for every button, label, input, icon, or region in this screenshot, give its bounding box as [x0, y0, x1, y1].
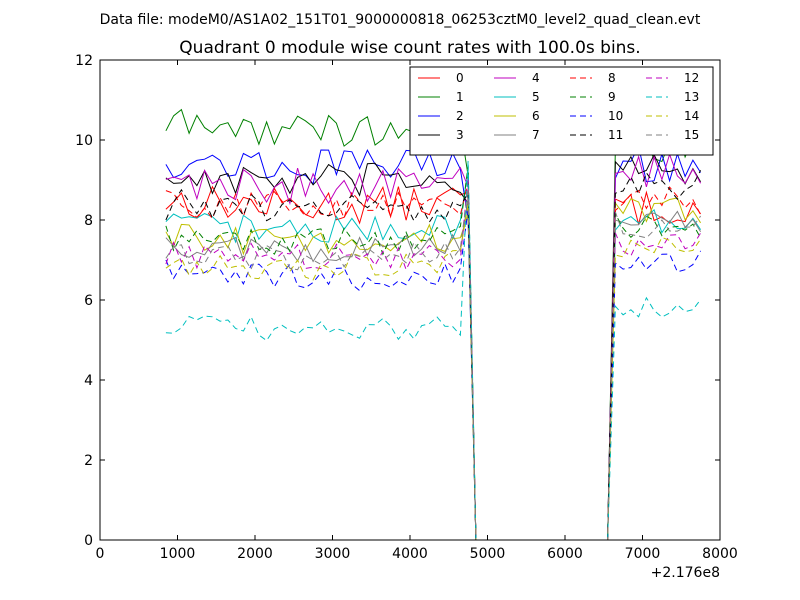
series-line-8	[165, 181, 702, 540]
legend-label-14: 14	[684, 109, 699, 123]
x-tick-label: 8000	[702, 546, 738, 562]
series-line-3	[165, 153, 702, 540]
y-tick-label: 2	[84, 453, 93, 469]
legend-label-13: 13	[684, 90, 699, 104]
x-tick-label: 0	[96, 546, 105, 562]
series-line-10	[165, 209, 702, 540]
figure-suptitle: Data file: modeM0/AS1A02_151T01_90000008…	[100, 12, 701, 28]
y-tick-label: 6	[84, 293, 93, 309]
x-tick-label: 3000	[315, 546, 351, 562]
x-tick-label: 6000	[547, 546, 583, 562]
series-line-13	[165, 160, 701, 540]
legend-label-5: 5	[532, 90, 540, 104]
legend-label-8: 8	[608, 71, 616, 85]
legend-label-15: 15	[684, 128, 699, 142]
legend-label-3: 3	[456, 128, 464, 142]
y-tick-label: 12	[75, 53, 93, 69]
legend-label-7: 7	[532, 128, 540, 142]
chart-title: Quadrant 0 module wise count rates with …	[179, 38, 640, 58]
series-line-11	[165, 170, 702, 540]
y-tick-label: 10	[75, 133, 93, 149]
legend-label-11: 11	[608, 128, 623, 142]
y-tick-label: 8	[84, 213, 93, 229]
legend-box	[409, 66, 714, 156]
x-offset-label: +2.176e8	[651, 565, 720, 581]
y-tick-label: 0	[84, 533, 93, 549]
legend-label-10: 10	[608, 109, 623, 123]
series-line-12	[165, 176, 702, 540]
x-tick-label: 5000	[470, 546, 506, 562]
legend-label-9: 9	[608, 90, 616, 104]
legend-label-2: 2	[456, 109, 464, 123]
series-line-14	[165, 204, 702, 540]
series-line-15	[165, 188, 702, 540]
x-tick-label: 1000	[160, 546, 196, 562]
legend-label-0: 0	[456, 71, 464, 85]
axis-ticks: 0 1000 2000 3000 4000 5000 6000 7000 80000246810…	[75, 53, 738, 562]
legend-label-12: 12	[684, 71, 699, 85]
y-tick-label: 4	[84, 373, 93, 389]
legend-label-4: 4	[532, 71, 540, 85]
series-layer	[165, 108, 702, 540]
legend-label-1: 1	[456, 90, 464, 104]
plot-frame	[99, 59, 721, 541]
legend-label-6: 6	[532, 109, 540, 123]
series-line-9	[165, 165, 702, 540]
series-line-4	[165, 152, 702, 540]
series-line-7	[165, 198, 702, 540]
x-tick-label: 2000	[237, 546, 273, 562]
x-tick-label: 7000	[625, 546, 661, 562]
x-tick-label: 4000	[392, 546, 428, 562]
